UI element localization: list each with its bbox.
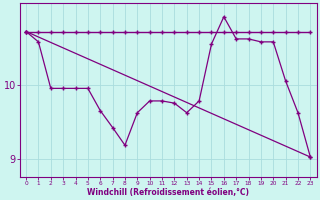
X-axis label: Windchill (Refroidissement éolien,°C): Windchill (Refroidissement éolien,°C) bbox=[87, 188, 249, 197]
